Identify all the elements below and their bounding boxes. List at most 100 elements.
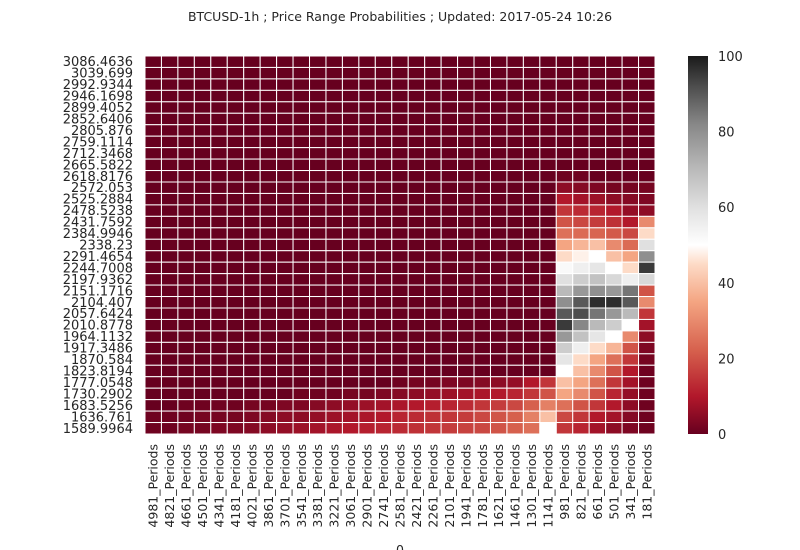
heatmap-cell (407, 204, 426, 217)
heatmap-cell (572, 192, 590, 206)
heatmap-cell (144, 273, 162, 286)
heatmap-cell (473, 89, 491, 103)
heatmap-cell (391, 376, 409, 389)
heatmap-cell (276, 181, 294, 194)
heatmap-cell (341, 273, 360, 286)
heatmap-cell (539, 101, 557, 114)
heatmap-cell (309, 307, 327, 320)
heatmap-cell (243, 341, 261, 355)
heatmap-cell (588, 318, 607, 332)
heatmap-cell (489, 410, 508, 424)
colorbar-tick-label: 80 (718, 126, 735, 141)
heatmap-cell (341, 147, 360, 160)
heatmap-cell (605, 330, 623, 343)
heatmap-cell (358, 158, 376, 172)
heatmap-cell (160, 66, 179, 80)
heatmap-cell (489, 66, 508, 80)
y-tick-label: 1589.9964 (63, 422, 133, 437)
heatmap-cell (358, 89, 376, 103)
heatmap-cell (193, 296, 212, 309)
heatmap-cell (489, 422, 508, 435)
heatmap-cell (144, 158, 162, 172)
x-tick-label: 181_Periods (639, 444, 654, 520)
heatmap-cell (325, 399, 343, 412)
heatmap-cell (177, 376, 195, 389)
heatmap-cell (621, 112, 640, 126)
heatmap-cell (243, 318, 261, 332)
heatmap-cell (572, 181, 590, 194)
heatmap-cell (605, 399, 623, 412)
heatmap-cell (292, 341, 311, 355)
heatmap-cell (605, 215, 623, 229)
heatmap-cell (144, 387, 162, 401)
heatmap-cell (292, 124, 311, 137)
heatmap-cell (160, 330, 179, 343)
heatmap-cell (358, 170, 376, 183)
heatmap-cell (407, 341, 426, 355)
heatmap-cell (292, 330, 311, 343)
heatmap-cell (243, 78, 261, 91)
heatmap-cell (605, 238, 623, 252)
heatmap-cell (309, 261, 327, 275)
heatmap-cell (341, 158, 360, 172)
heatmap-cell (210, 204, 228, 217)
heatmap-cell (358, 78, 376, 91)
heatmap-cell (638, 399, 656, 412)
heatmap-cell (226, 364, 245, 378)
heatmap-cell (374, 170, 393, 183)
heatmap-cell (226, 66, 245, 80)
heatmap-cell (309, 364, 327, 378)
y-tick-label: 1870.584 (71, 353, 133, 368)
heatmap-cell (489, 399, 508, 412)
heatmap-cell (539, 341, 557, 355)
heatmap-cell (259, 387, 278, 401)
y-tick-label: 2665.5822 (63, 158, 133, 173)
heatmap-cell (358, 273, 376, 286)
heatmap-cell (374, 192, 393, 206)
heatmap-cell (457, 341, 475, 355)
heatmap-cell (506, 318, 524, 332)
heatmap-cell (144, 250, 162, 263)
heatmap-cell (391, 89, 409, 103)
heatmap-cell (424, 273, 442, 286)
heatmap-cell (473, 135, 491, 149)
heatmap-cell (391, 307, 409, 320)
heatmap-cell (555, 89, 574, 103)
heatmap-cell (522, 238, 541, 252)
heatmap-cell (522, 296, 541, 309)
heatmap-cell (489, 192, 508, 206)
heatmap-cell (457, 215, 475, 229)
x-tick-label: 2101_Periods (442, 444, 457, 528)
y-tick-label: 2805.876 (71, 124, 133, 139)
heatmap-cell (177, 135, 195, 149)
heatmap-cell (391, 399, 409, 412)
heatmap-cell (605, 284, 623, 298)
heatmap-cell (243, 112, 261, 126)
heatmap-cell (292, 376, 311, 389)
heatmap-cell (391, 330, 409, 343)
heatmap-cell (391, 181, 409, 194)
heatmap-cell (292, 181, 311, 194)
heatmap-cell (572, 78, 590, 91)
heatmap-cell (522, 147, 541, 160)
heatmap-cell (243, 135, 261, 149)
heatmap-cell (210, 147, 228, 160)
heatmap-cell (276, 215, 294, 229)
heatmap-cell (276, 250, 294, 263)
heatmap-cell (605, 387, 623, 401)
heatmap-cell (226, 250, 245, 263)
heatmap-cell (539, 227, 557, 240)
heatmap-cell (292, 296, 311, 309)
heatmap-cell (424, 284, 442, 298)
heatmap-cell (309, 124, 327, 137)
heatmap-cell (226, 204, 245, 217)
heatmap-cell (621, 318, 640, 332)
heatmap-cell (243, 147, 261, 160)
heatmap-cell (440, 353, 459, 366)
heatmap-cell (160, 158, 179, 172)
heatmap-cell (588, 353, 607, 366)
heatmap-cell (292, 55, 311, 68)
heatmap-cell (572, 204, 590, 217)
heatmap-cell (226, 158, 245, 172)
